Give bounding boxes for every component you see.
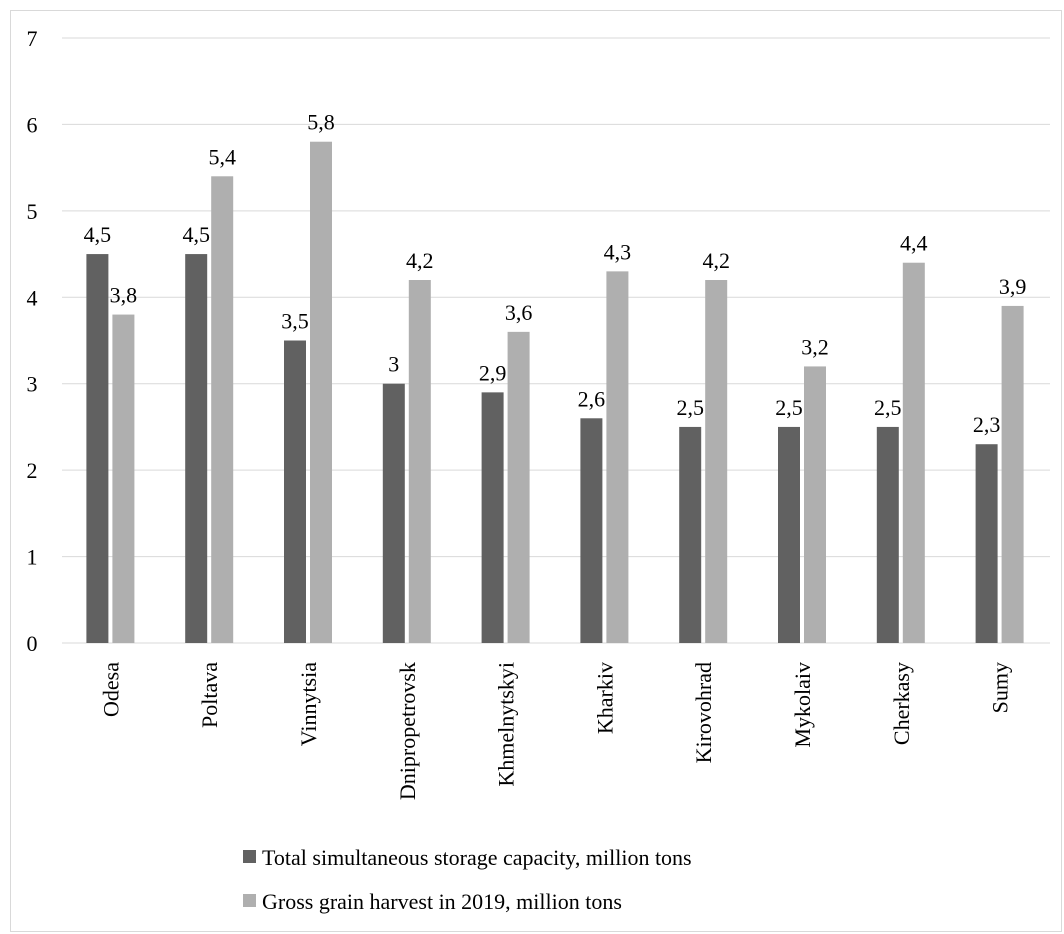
bar-storage-capacity [580, 418, 603, 643]
bar-storage-capacity [876, 426, 899, 643]
x-category-label: Khmelnytskyi [494, 662, 519, 787]
data-label: 5,8 [307, 110, 335, 135]
y-tick-label: 1 [27, 545, 38, 570]
x-category-label: Odesa [98, 662, 123, 717]
y-tick-label: 5 [27, 199, 38, 224]
x-category-label: Vinnytsia [296, 662, 321, 746]
x-axis-categories: Odesa Poltava Vinnytsia Dnipropetrovsk Khmel… [98, 662, 1012, 800]
data-label: 4,5 [84, 222, 112, 247]
bars [86, 141, 1024, 644]
x-category-label: Dnipropetrovsk [395, 662, 420, 800]
legend-swatch [243, 894, 256, 907]
data-label: 2,5 [874, 395, 902, 420]
bar-storage-capacity [778, 426, 800, 643]
data-label: 5,4 [208, 144, 236, 169]
bar-grain-harvest [507, 331, 530, 643]
data-label: 3 [388, 352, 399, 377]
bar-storage-capacity [86, 254, 109, 644]
y-axis-ticks: 0 1 2 3 4 5 6 7 [27, 26, 38, 656]
x-category-label: Poltava [197, 662, 222, 728]
data-label: 4,4 [900, 231, 928, 256]
legend-swatch [243, 850, 256, 863]
x-category-label: Sumy [988, 662, 1013, 713]
data-label: 4,3 [604, 239, 632, 264]
y-tick-label: 6 [27, 112, 38, 137]
bar-grain-harvest [112, 314, 135, 643]
bar-storage-capacity [481, 392, 504, 643]
bar-grain-harvest [606, 271, 629, 643]
bar-grain-harvest [804, 366, 826, 643]
data-label: 2,5 [676, 395, 704, 420]
data-label: 2,9 [479, 360, 507, 385]
data-label: 3,9 [999, 274, 1027, 299]
legend-label: Total simultaneous storage capacity, mil… [262, 845, 692, 870]
data-label: 2,6 [578, 386, 606, 411]
y-tick-label: 0 [27, 631, 38, 656]
bar-storage-capacity [185, 254, 208, 644]
bar-grain-harvest [408, 280, 431, 643]
bar-grain-harvest [310, 141, 332, 643]
data-label: 2,3 [973, 412, 1001, 437]
bar-storage-capacity [975, 444, 998, 643]
bar-grain-harvest [902, 262, 925, 643]
bar-grain-harvest [211, 176, 234, 644]
bar-storage-capacity [382, 383, 405, 643]
gridlines [62, 37, 1050, 644]
x-category-label: Kharkiv [592, 662, 617, 734]
y-tick-label: 4 [27, 285, 38, 310]
x-category-label: Kirovohrad [691, 662, 716, 763]
y-tick-label: 3 [27, 372, 38, 397]
y-tick-label: 7 [27, 26, 38, 51]
legend: Total simultaneous storage capacity, mil… [243, 845, 692, 914]
data-label: 4,2 [702, 248, 730, 273]
x-category-label: Mykolaiv [790, 662, 815, 748]
data-label: 3,5 [281, 309, 309, 334]
y-tick-label: 2 [27, 458, 38, 483]
data-label: 2,5 [775, 395, 803, 420]
data-label: 3,8 [110, 283, 138, 308]
data-labels: 4,5 3,8 4,5 5,4 3,5 5,8 3 4,2 2,9 3,6 2,6 4,3 2,5 4,2… [84, 110, 1027, 438]
bar-storage-capacity [679, 426, 702, 643]
data-label: 4,2 [406, 248, 434, 273]
bar-storage-capacity [284, 340, 306, 643]
x-category-label: Cherkasy [889, 662, 914, 745]
data-label: 3,2 [801, 334, 829, 359]
data-label: 3,6 [505, 300, 533, 325]
data-label: 4,5 [182, 222, 210, 247]
bar-grain-harvest [705, 280, 728, 643]
bar-grain-harvest [1001, 305, 1024, 643]
legend-label: Gross grain harvest in 2019, million ton… [262, 889, 622, 914]
